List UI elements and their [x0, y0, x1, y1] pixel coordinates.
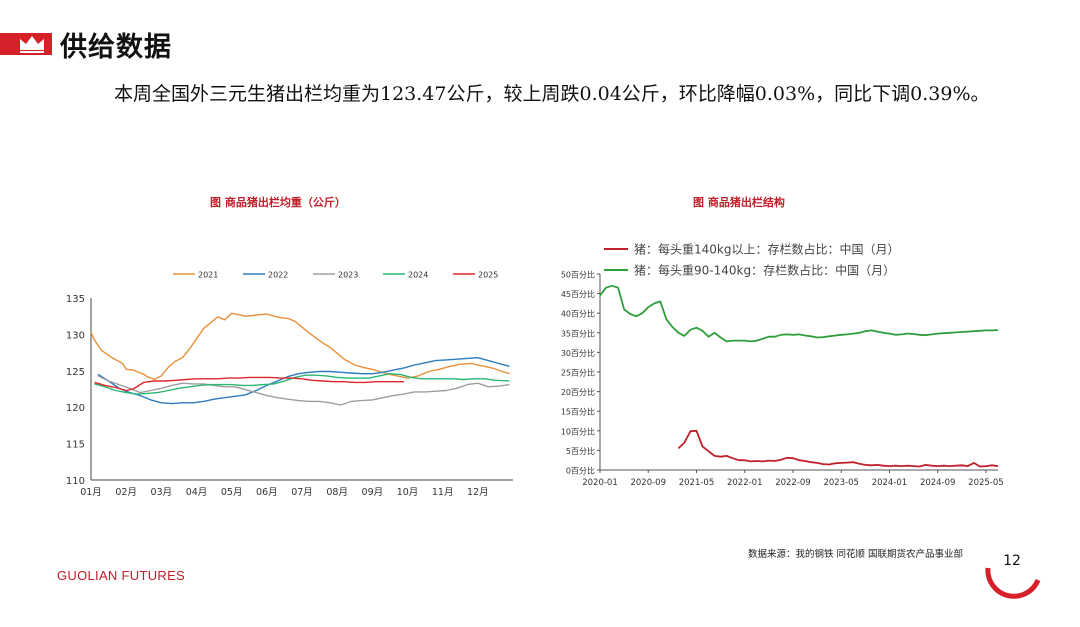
x-tick-label: 09月	[362, 487, 384, 498]
x-tick-label: 07月	[291, 487, 313, 498]
series-line-1	[599, 284, 999, 343]
series-line-2021	[90, 312, 510, 381]
chart2-title: 图 商品猪出栏结构	[693, 196, 785, 209]
x-tick-label: 2024-09	[920, 478, 956, 488]
legend-label: 2021	[198, 271, 218, 280]
series-line-2023	[97, 375, 510, 406]
page-title: 供给数据	[60, 32, 172, 63]
x-tick-label: 2022-09	[775, 478, 811, 488]
y-tick-label: 130	[66, 330, 85, 341]
x-tick-label: 08月	[326, 487, 348, 498]
page-badge-arc	[985, 567, 1041, 599]
y-tick-label: 120	[66, 403, 85, 414]
y-tick-label: 5百分比	[566, 446, 595, 456]
y-tick-label: 10百分比	[561, 426, 595, 436]
brand-logo-text: GUOLIAN FUTURES	[57, 568, 186, 583]
x-tick-label: 06月	[256, 487, 278, 498]
series-line-2025	[94, 376, 404, 392]
y-tick-label: 125	[66, 367, 85, 378]
legend-label: 2025	[478, 271, 498, 280]
y-tick-label: 110	[66, 476, 85, 487]
y-tick-label: 135	[66, 294, 85, 305]
y-tick-label: 30百分比	[561, 348, 595, 358]
x-tick-label: 12月	[467, 487, 489, 498]
legend-label: 2024	[408, 271, 428, 280]
x-tick-label: 2023-05	[823, 478, 859, 488]
series-line-2024	[94, 372, 510, 395]
legend-label: 猪：每头重140kg以上：存栏数占比：中国（月）	[634, 242, 899, 257]
x-tick-label: 2021-05	[679, 478, 715, 488]
x-tick-label: 10月	[397, 487, 419, 498]
x-tick-label: 2024-01	[872, 478, 908, 488]
y-tick-label: 115	[66, 440, 85, 451]
y-tick-label: 35百分比	[561, 328, 595, 338]
chart1-title: 图 商品猪出栏均重（公斤）	[210, 196, 346, 209]
x-tick-label: 2020-09	[630, 478, 666, 488]
x-tick-label: 02月	[115, 487, 137, 498]
y-tick-label: 15百分比	[561, 407, 595, 417]
y-tick-label: 20百分比	[561, 387, 595, 397]
x-tick-label: 2022-01	[727, 478, 763, 488]
series-line-2022	[97, 356, 510, 405]
y-tick-label: 25百分比	[561, 368, 595, 378]
summary-text: 本周全国外三元生猪出栏均重为123.47公斤，较上周跌0.04公斤，环比降幅0.…	[114, 83, 990, 105]
legend-label: 猪：每头重90-140kg：存栏数占比：中国（月）	[634, 263, 895, 278]
y-tick-label: 40百分比	[561, 309, 595, 319]
x-tick-label: 2025-05	[968, 478, 1004, 488]
legend-label: 2022	[268, 271, 288, 280]
x-tick-label: 05月	[221, 487, 243, 498]
legend-label: 2023	[338, 271, 358, 280]
page-number: 12	[1003, 553, 1021, 569]
x-tick-label: 03月	[151, 487, 173, 498]
structure-chart: 50百分比 45百分比 40百分比 35百分比 30百分比 25百分比 20百分比 15百分比…	[561, 242, 1004, 489]
y-tick-label: 45百分比	[561, 289, 595, 299]
crown-icon	[20, 36, 44, 53]
y-tick-label: 50百分比	[561, 270, 595, 280]
x-tick-label: 04月	[186, 487, 208, 498]
y-tick-label: 0百分比	[566, 466, 595, 476]
x-tick-label: 01月	[80, 487, 102, 498]
data-source: 数据来源：我的钢铁 同花顺 国联期货农产品事业部	[748, 549, 964, 560]
x-tick-label: 11月	[432, 487, 454, 498]
x-tick-label: 2020-01	[582, 478, 618, 488]
series-line-0	[677, 429, 999, 468]
